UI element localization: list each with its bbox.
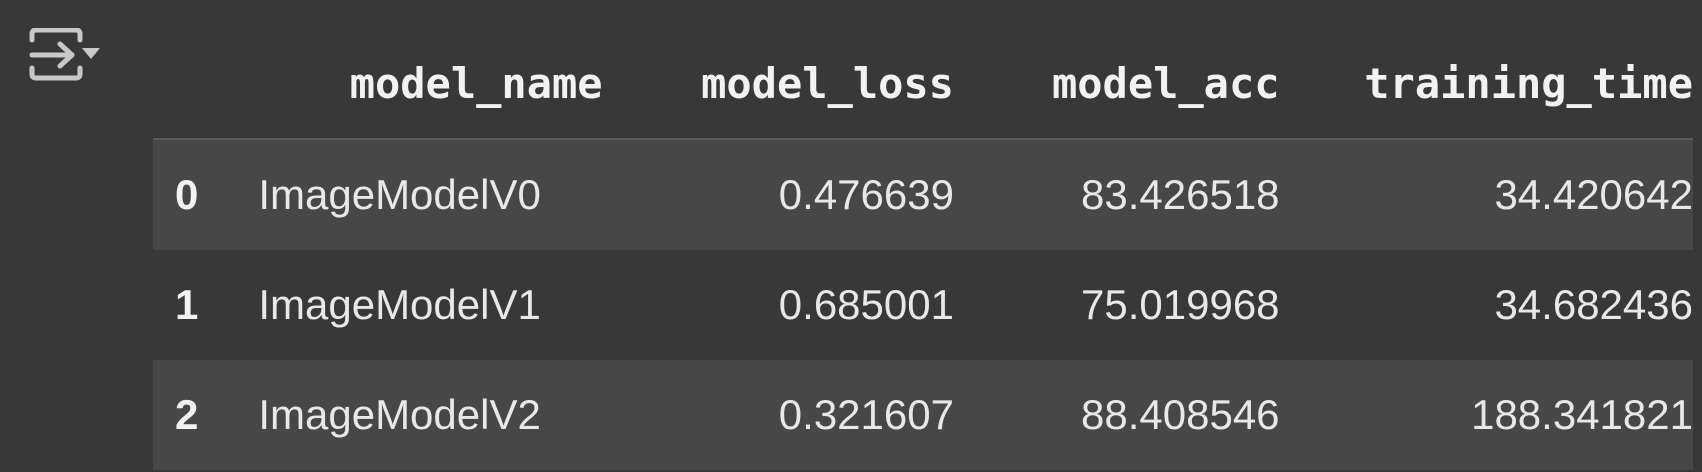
cell-model-loss: 0.321607 [778,391,954,438]
output-gutter [0,0,150,472]
dataframe-table: model_name model_loss model_acc training… [153,30,1693,470]
cell-model-loss: 0.476639 [778,171,954,218]
cell-training-time: 34.682436 [1494,281,1693,328]
table-header-row: model_name model_loss model_acc training… [153,30,1693,140]
row-index: 2 [175,391,199,438]
table-row: 2 ImageModelV2 0.321607 88.408546 188.34… [153,360,1693,470]
cell-model-name: ImageModelV1 [258,281,541,328]
row-index: 1 [175,281,199,328]
cell-model-acc: 75.019968 [1081,281,1280,328]
dataframe-output: model_name model_loss model_acc training… [153,30,1693,470]
table-row: 0 ImageModelV0 0.476639 83.426518 34.420… [153,139,1693,250]
output-collapse-button[interactable] [28,28,108,90]
table-row: 1 ImageModelV1 0.685001 75.019968 34.682… [153,250,1693,360]
row-index: 0 [175,171,199,218]
cell-model-name: ImageModelV0 [258,171,541,218]
cell-training-time: 188.341821 [1471,391,1693,438]
column-header-model-acc: model_acc [953,30,1280,140]
column-header-index [153,30,257,140]
cell-model-name: ImageModelV2 [258,391,541,438]
column-header-model-loss: model_loss [602,30,954,140]
cell-model-acc: 83.426518 [1081,171,1280,218]
cell-model-loss: 0.685001 [778,281,954,328]
column-header-training-time: training_time [1279,30,1693,140]
output-collapse-icon [29,28,100,81]
cell-training-time: 34.420642 [1494,171,1693,218]
column-header-model-name: model_name [256,30,603,140]
cell-model-acc: 88.408546 [1081,391,1280,438]
